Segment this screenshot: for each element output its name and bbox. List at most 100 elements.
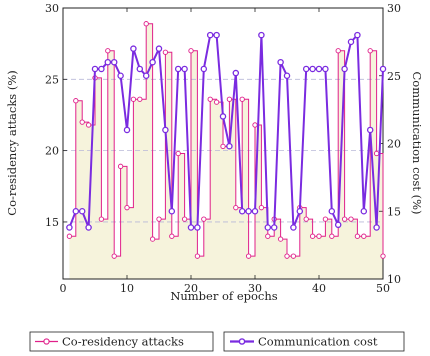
cost-point: [290, 224, 297, 231]
cost-point: [174, 65, 182, 73]
x-axis-label: Number of epochs: [170, 289, 277, 303]
cost-point: [123, 126, 131, 134]
cost-point: [302, 65, 310, 73]
x-tick-label: 40: [312, 282, 326, 295]
cost-point: [315, 65, 323, 73]
attacks-point: [143, 21, 149, 27]
y-right-tick-label: 10: [387, 273, 401, 286]
attacks-point: [245, 253, 252, 259]
attacks-point: [239, 96, 245, 102]
cost-point: [136, 65, 144, 73]
y-right-tick-label: 20: [387, 138, 401, 151]
cost-point: [347, 38, 355, 46]
x-tick-label: 10: [120, 282, 134, 295]
y-right-tick-label: 25: [387, 70, 401, 83]
cost-point: [373, 224, 380, 231]
cost-point: [341, 65, 348, 73]
attacks-point: [265, 233, 271, 239]
cost-point: [264, 224, 272, 231]
attacks-point: [335, 48, 341, 54]
attacks-point: [258, 205, 265, 211]
cost-point: [168, 207, 176, 215]
cost-point: [194, 224, 201, 231]
cost-point: [110, 58, 118, 66]
y-axis-label-left: Co-residency attacks (%): [5, 70, 19, 215]
attacks-point: [348, 216, 354, 222]
attacks-point: [85, 122, 92, 128]
cost-point: [162, 126, 169, 134]
cost-point: [232, 69, 240, 77]
cost-point: [213, 31, 220, 39]
cost-point: [360, 207, 368, 215]
attacks-point: [105, 48, 111, 54]
attacks-point: [169, 233, 175, 239]
attacks-point: [175, 150, 181, 157]
cost-point: [130, 45, 137, 52]
attacks-point: [66, 233, 73, 239]
cost-point: [258, 31, 265, 39]
attacks-point: [201, 216, 207, 222]
attacks-point: [194, 253, 201, 259]
y-axis-label-right: Communication cost (%): [410, 71, 424, 214]
attacks-point: [79, 119, 85, 125]
cost-point: [91, 65, 99, 73]
attacks-point: [277, 236, 284, 242]
attacks-point: [322, 216, 329, 222]
cost-point: [66, 224, 73, 231]
attacks-point: [117, 163, 124, 169]
attacks-point: [233, 205, 239, 211]
legend-box-attacks: [29, 331, 214, 352]
cost-line: [68, 34, 384, 229]
cost-point: [200, 65, 208, 73]
cost-point: [219, 113, 227, 120]
cost-point: [155, 45, 163, 52]
y-right-tick-label: 15: [387, 205, 401, 218]
cost-point: [379, 65, 387, 73]
cost-point: [78, 207, 86, 215]
attacks-point: [207, 96, 213, 102]
cost-point: [366, 126, 374, 134]
attacks-point: [367, 48, 373, 54]
cost-point: [187, 224, 195, 231]
cost-point: [149, 58, 156, 66]
cost-point: [226, 142, 233, 150]
cost-point: [322, 65, 329, 73]
y-left-tick-label: 20: [45, 145, 59, 158]
cost-point: [181, 65, 188, 73]
attacks-point: [188, 48, 194, 54]
cost-point: [296, 207, 304, 215]
attacks-point: [252, 122, 258, 128]
cost-point: [328, 207, 336, 215]
attacks-point: [73, 98, 79, 104]
x-tick-label: 20: [184, 282, 198, 295]
attacks-point: [162, 49, 169, 55]
y-left-tick-label: 25: [45, 73, 59, 86]
cost-point: [251, 207, 259, 215]
attacks-point: [111, 253, 117, 259]
attacks-point: [220, 143, 226, 150]
y-left-tick-label: 30: [45, 2, 59, 15]
attacks-point: [226, 96, 233, 102]
cost-point: [238, 207, 246, 215]
x-tick-label: 30: [248, 282, 262, 295]
attacks-point: [98, 216, 105, 222]
series-communication-cost: [66, 31, 387, 231]
cost-point: [72, 207, 80, 215]
attacks-point: [213, 99, 220, 105]
cost-point: [206, 31, 214, 39]
attacks-area: [69, 23, 384, 280]
cost-point: [142, 72, 150, 80]
cost-point: [245, 207, 252, 215]
attacks-point: [329, 233, 335, 239]
cost-point: [277, 58, 284, 66]
cost-point: [85, 224, 92, 231]
attacks-point: [137, 96, 143, 102]
attacks-point: [361, 233, 367, 239]
attacks-point: [341, 216, 348, 222]
attacks-point: [316, 233, 322, 239]
attacks-point: [303, 216, 309, 222]
attacks-point: [124, 205, 130, 211]
x-tick-label: 50: [376, 282, 390, 295]
cost-point: [117, 72, 124, 80]
